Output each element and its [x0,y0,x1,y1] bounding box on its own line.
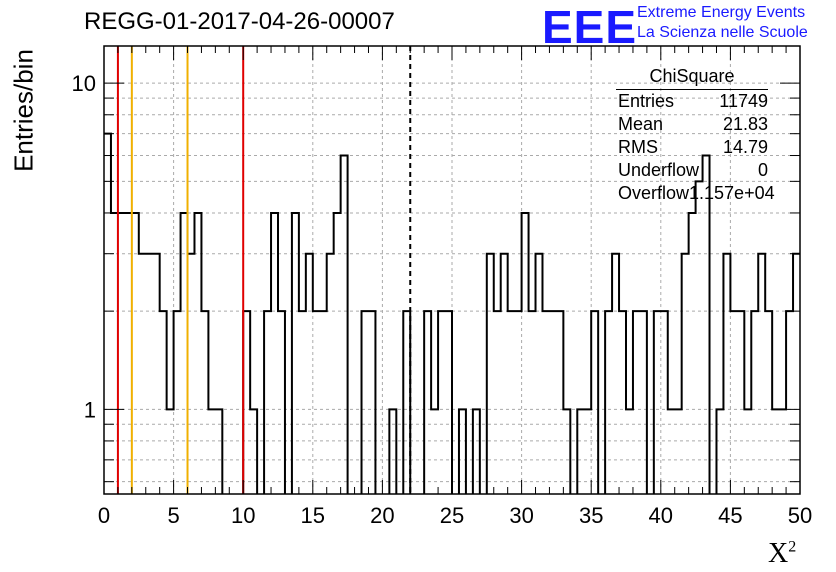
x-tick-label: 20 [370,503,394,528]
x-tick-label: 50 [788,503,812,528]
x-tick-label: 5 [167,503,179,528]
tick-labels: 0 5 10 15 20 25 30 35 40 45 50 1 10 [72,71,813,528]
histogram-outline [104,132,800,494]
eee-logo-line2: La Scienza nelle Scuole [637,24,808,41]
x-tick-label: 25 [440,503,464,528]
stats-value: 11749 [719,91,768,111]
x-tick-label: 45 [718,503,742,528]
stats-row: RMS 14.79 [610,136,770,159]
x-tick-label: 10 [231,503,255,528]
stats-row: Mean 21.83 [610,113,770,136]
stats-box: ChiSquare Entries 11749 Mean 21.83 RMS 14.7… [610,66,775,205]
axis-ticks [103,46,801,494]
stats-label: Entries [618,91,675,111]
stats-value: 14.79 [722,137,768,157]
y-axis-label: Entries/bin [8,49,39,172]
stats-value: 21.83 [722,114,768,134]
x-tick-label: 40 [649,503,673,528]
y-tick-label: 1 [84,397,96,422]
stats-label: Mean [618,114,664,134]
eee-logo-mark: EEE [542,1,638,53]
stats-label: Overflow [618,183,690,203]
x-tick-label: 35 [579,503,603,528]
reference-lines [116,46,412,494]
x-tick-label: 15 [301,503,325,528]
y-tick-label: 10 [72,71,96,96]
stats-row: Entries 11749 [610,90,770,113]
stats-label: RMS [618,137,658,157]
stats-row: Overflow 1.157e+04 [610,182,775,205]
plot-title: REGG-01-2017-04-26-00007 [84,8,395,35]
x-tick-label: 30 [509,503,533,528]
stats-label: Underflow [618,160,700,180]
eee-logo-line1: Extreme Energy Events [637,4,806,21]
stats-value: 0 [757,160,768,180]
stats-value: 1.157e+04 [689,183,775,203]
x-tick-label: 0 [98,503,110,528]
stats-box-title: ChiSquare [616,66,768,90]
stats-row: Underflow 0 [610,159,770,182]
x-axis-label: X2 [768,538,797,569]
